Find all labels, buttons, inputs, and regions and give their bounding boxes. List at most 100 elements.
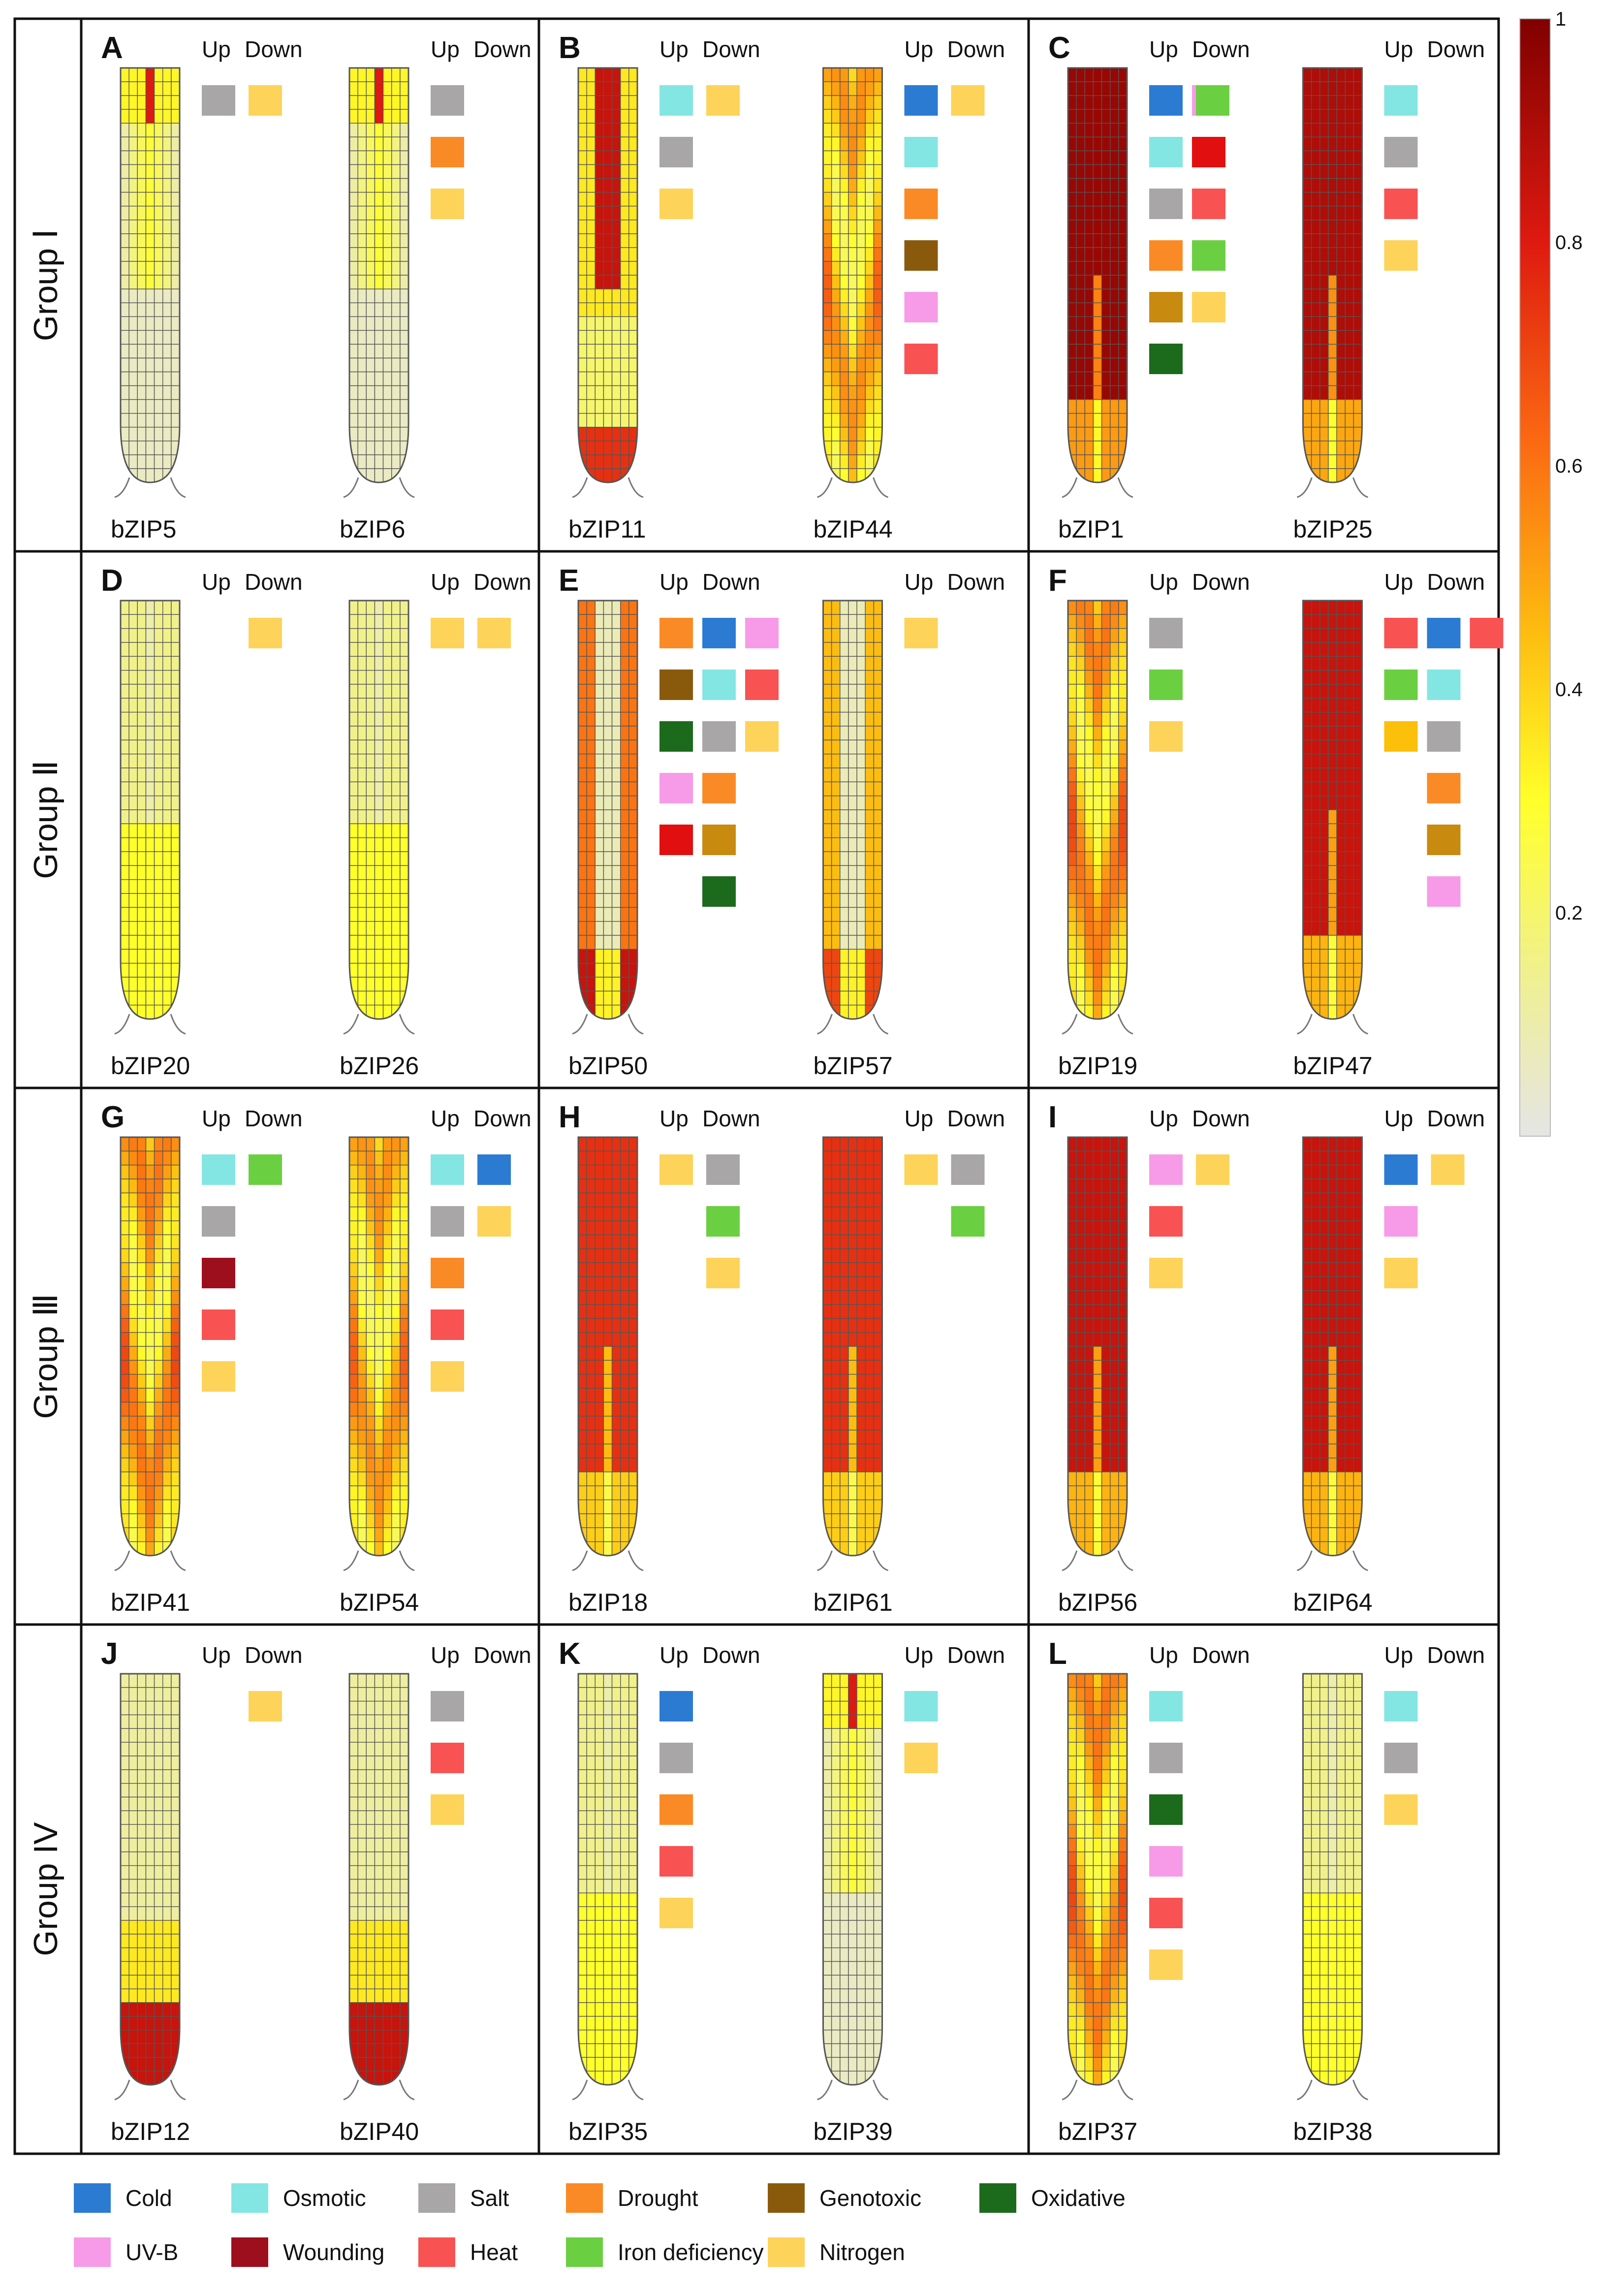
- root-cell: [121, 288, 129, 303]
- root-cell: [1311, 233, 1320, 248]
- root-cell: [865, 1796, 875, 1812]
- root-cell: [1345, 698, 1354, 713]
- root-cell: [1353, 1248, 1362, 1263]
- root-cell: [121, 795, 129, 810]
- root-cell: [154, 698, 163, 713]
- root-cell: [382, 1192, 392, 1208]
- root-cell: [595, 399, 604, 414]
- root-cell: [628, 178, 637, 193]
- root-cell: [1110, 795, 1119, 810]
- root-cell: [366, 220, 376, 234]
- root-cell: [121, 1906, 129, 1921]
- root-cell: [848, 753, 857, 768]
- root-cell: [1328, 233, 1337, 248]
- root-cap: [816, 2079, 833, 2101]
- root-cell: [1303, 642, 1312, 657]
- root-cell: [848, 809, 857, 825]
- root-cell: [137, 1879, 147, 1894]
- root-cell: [1303, 1276, 1312, 1291]
- root-cell: [171, 399, 180, 414]
- root-cell: [578, 109, 587, 124]
- root-cell: [628, 1961, 637, 1976]
- root-cell: [357, 123, 367, 138]
- root-cell: [382, 1513, 392, 1529]
- root-cell: [349, 220, 358, 234]
- root-cell: [1345, 413, 1354, 428]
- root-cell: [391, 68, 401, 82]
- root-cell: [382, 1687, 392, 1702]
- root-cell: [145, 1318, 155, 1333]
- root-cell: [840, 990, 849, 1006]
- root-cell: [121, 851, 129, 866]
- root-cell: [1319, 698, 1329, 713]
- root-cell: [873, 1783, 882, 1798]
- root-cell: [628, 935, 637, 950]
- root-cell: [162, 288, 172, 303]
- root-cell: [578, 1360, 587, 1375]
- root-cell: [620, 220, 629, 234]
- root-cell: [873, 1728, 882, 1743]
- root-cell: [1068, 1360, 1077, 1375]
- root-cell: [1093, 371, 1102, 386]
- root-cell: [611, 1388, 621, 1403]
- stimulus-swatch-cold: [702, 618, 736, 648]
- root-cell: [586, 865, 596, 880]
- root-cell: [374, 385, 384, 400]
- root-cell: [162, 1783, 172, 1798]
- root-cell: [1345, 330, 1354, 345]
- root-cell: [611, 1755, 621, 1770]
- root-cell: [137, 1906, 147, 1921]
- root-cell: [831, 330, 841, 345]
- root-cell: [1084, 1742, 1094, 1756]
- root-cell: [628, 865, 637, 880]
- root-cell: [856, 330, 866, 345]
- root-cell: [137, 1443, 147, 1459]
- root-cell: [128, 1443, 138, 1459]
- root-cell: [400, 1485, 408, 1500]
- root-cell: [1068, 809, 1077, 825]
- root-cell: [1084, 205, 1094, 221]
- root-cell: [611, 1318, 621, 1333]
- root-cell: [1101, 1485, 1111, 1500]
- root-cell: [1336, 711, 1346, 727]
- root-cell: [595, 684, 604, 699]
- root-cell: [578, 865, 587, 880]
- root-cell: [382, 1388, 392, 1403]
- root-cell: [586, 921, 596, 936]
- root-cell: [374, 1687, 384, 1702]
- root-cell: [620, 1499, 629, 1514]
- root-cell: [349, 1879, 358, 1894]
- root-cell: [349, 1824, 358, 1839]
- root-cell: [840, 344, 849, 359]
- root-cell: [628, 302, 637, 317]
- root-cell: [171, 1961, 180, 1976]
- root-cell: [873, 1373, 882, 1389]
- root-cell: [603, 1332, 613, 1347]
- root-cell: [1345, 739, 1354, 755]
- root-cell: [578, 628, 587, 643]
- root-cell: [586, 191, 596, 207]
- root-cell: [1319, 1443, 1329, 1459]
- root-cell: [620, 684, 629, 699]
- root-cell: [366, 1248, 376, 1263]
- root-cell: [611, 399, 621, 414]
- root-cell: [1110, 935, 1119, 950]
- root-cell: [349, 795, 358, 810]
- root-cell: [366, 1179, 376, 1194]
- root-cell: [1311, 136, 1320, 152]
- root-cell: [1093, 1783, 1102, 1798]
- root-cell: [578, 711, 587, 727]
- root-cell: [848, 2043, 857, 2058]
- root-cell: [1319, 767, 1329, 783]
- root-cell: [586, 1906, 596, 1921]
- root-cell: [171, 1318, 180, 1333]
- root-cell: [1093, 656, 1102, 671]
- root-cell: [1110, 150, 1119, 165]
- root-cell: [603, 2016, 613, 2031]
- root-cell: [840, 1755, 849, 1770]
- root-cell: [611, 288, 621, 303]
- root-cell: [121, 136, 129, 152]
- root-cell: [578, 1164, 587, 1180]
- root-cell: [162, 726, 172, 741]
- root-cell: [1303, 385, 1312, 400]
